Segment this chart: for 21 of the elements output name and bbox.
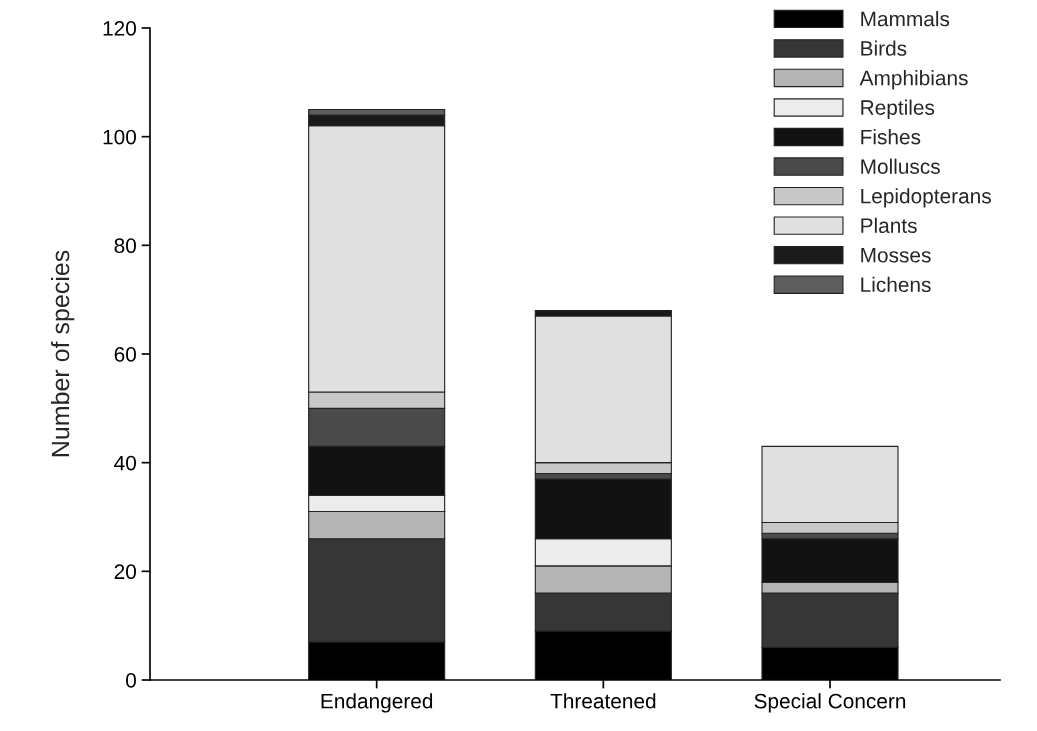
legend-label: Plants xyxy=(861,217,917,234)
legend-label: Molluscs xyxy=(861,158,940,174)
y-tick-label: 40 xyxy=(114,455,136,471)
y-axis-title: Number of species xyxy=(50,250,75,457)
legend-label: Amphibians xyxy=(859,70,968,90)
legend-label: Mosses xyxy=(861,248,931,263)
legend-label: Mammals xyxy=(861,10,950,27)
y-tick-label: 120 xyxy=(103,21,136,36)
y-tick-label: 20 xyxy=(114,564,136,580)
x-tick-label: Endangered xyxy=(321,693,433,713)
legend-label: Lepidopterans xyxy=(861,188,991,208)
legend-label: Reptiles xyxy=(861,99,935,119)
legend-label: Fishes xyxy=(861,129,921,145)
legend-label: Lichens xyxy=(861,276,931,293)
legend-label: Birds xyxy=(861,40,907,56)
x-tick-label: Threatened xyxy=(550,693,656,709)
x-tick-label: Special Concern xyxy=(754,693,906,713)
y-tick-label: 60 xyxy=(114,347,136,362)
y-tick-label: 0 xyxy=(126,673,136,688)
y-tick-label: 100 xyxy=(103,129,136,145)
y-tick-label: 80 xyxy=(114,238,136,254)
